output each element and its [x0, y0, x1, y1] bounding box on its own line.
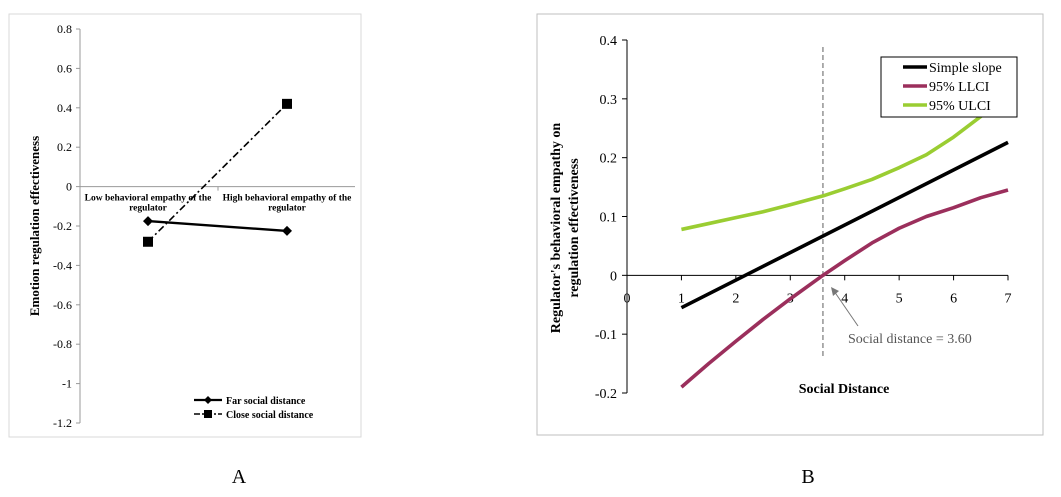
panel-a-legend-label: Far social distance — [226, 396, 306, 407]
panel-a-series-line — [147, 219, 288, 233]
panel-a-legend-label: Close social distance — [226, 410, 314, 421]
panel-b-series-line — [681, 103, 996, 232]
panel-a-y-tick-label: 0 — [66, 180, 72, 194]
panel-b-y-tick-label: 0.4 — [600, 34, 618, 49]
panel-a-y-tick-label: 0.4 — [57, 101, 72, 115]
panel-b-x-tick-label: 7 — [1005, 291, 1012, 306]
panel-a-y-tick-label: 0.8 — [57, 22, 72, 36]
panel-a-y-tick-label: -0.6 — [53, 298, 72, 312]
panel-b-legend: Simple slope 95% LLCI 95% ULCI — [880, 56, 1018, 118]
panel-a-legend-marker — [204, 396, 212, 404]
panel-a-axes: 0.8 0.6 0.4 0.2 0 -0.2 -0.4 -0.6 -0.8 -1 -1.2 Low b… — [53, 22, 355, 430]
panel-b-x-tick-label: 6 — [950, 291, 957, 306]
panel-b-series — [680, 103, 1009, 389]
panel-b-legend-label: 95% ULCI — [929, 99, 991, 114]
panel-a-data-point — [282, 98, 292, 109]
panel-b-y-tick-label: -0.2 — [595, 387, 617, 402]
panel-a-y-tick-label: 0.2 — [57, 140, 72, 154]
panel-b-x-tick-label: 5 — [896, 291, 903, 306]
panel-a-y-tick-label: -0.8 — [53, 337, 72, 351]
panel-a-category-label: Low behavioral empathy of the — [85, 194, 212, 204]
panel-a-frame — [8, 13, 362, 438]
panel-b-y-tick-label: 0.1 — [600, 211, 618, 226]
panel-a-y-tick-label: 0.6 — [57, 61, 72, 75]
panel-a-category-label: regulator — [268, 204, 307, 214]
panel-b-y-axis-label-line2: regulation effectiveness — [567, 158, 582, 298]
panel-a-y-tick-label: -0.4 — [53, 258, 72, 272]
panel-a-y-tick-label: -1 — [62, 377, 72, 391]
panel-a-series-line — [147, 103, 288, 243]
panel-a-data-point — [143, 216, 153, 227]
panel-a-y-tick-label: -0.2 — [53, 219, 72, 233]
panel-a-series — [143, 98, 292, 247]
panel-a-data-point — [143, 236, 153, 247]
panel-b-legend-label: 95% LLCI — [929, 80, 990, 95]
panel-b-y-axis-label-line1: Regulator's behavioral empathy on — [549, 123, 564, 334]
panel-label-b: B — [801, 466, 814, 488]
panel-b-y-tick-label: 0.2 — [600, 152, 618, 167]
panel-b-x-axis-label: Social Distance — [799, 382, 890, 397]
panel-b-x-tick-label: 1 — [678, 291, 685, 306]
reference-annotation: Social distance = 3.60 — [848, 332, 972, 347]
panel-b-axes: 0.40.30.20.10-0.1-0.20 1 2 3 4 5 6 7 — [595, 34, 1012, 402]
panel-b-legend-label: Simple slope — [929, 61, 1002, 76]
panel-a-data-point — [282, 225, 292, 236]
panel-a-legend: Far social distance Close social distance — [194, 396, 314, 421]
panel-a-category-label: regulator — [129, 204, 168, 214]
annotation-arrowhead — [831, 287, 839, 296]
panel-b-y-tick-label: -0.1 — [595, 328, 617, 343]
panel-a-y-axis-label: Emotion regulation effectiveness — [27, 136, 42, 316]
panel-a-category-label: High behavioral empathy of the — [223, 194, 352, 204]
panel-b-y-tick-label: 0.3 — [600, 93, 618, 108]
panel-b-x-tick-label: 4 — [841, 291, 848, 306]
panel-a-y-tick-label: -1.2 — [53, 416, 72, 430]
panel-b-x-tick-label: 2 — [732, 291, 739, 306]
annotation-arrow — [833, 290, 859, 327]
panel-b-x-tick-label: 0 — [624, 291, 631, 306]
panel-a-legend-marker — [204, 410, 212, 418]
panel-b-series-line — [680, 140, 1009, 310]
panel-b-series-line — [680, 188, 1009, 389]
panel-label-a: A — [232, 466, 247, 488]
panel-b-y-tick-label: 0 — [610, 269, 617, 284]
